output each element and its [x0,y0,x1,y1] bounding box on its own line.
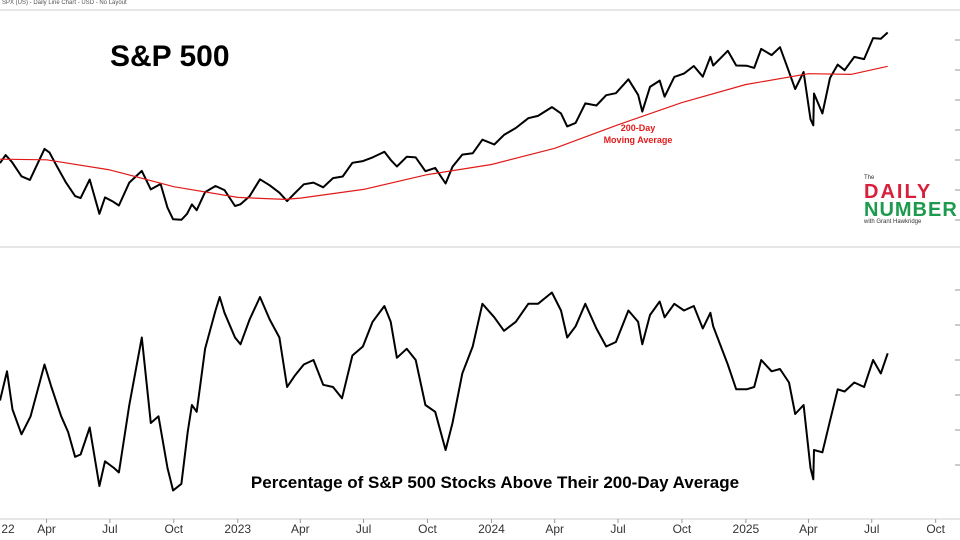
x-tick-label: 2023 [224,522,251,536]
annotation-line-1: 200-Day [620,123,656,133]
x-tick-label: Jul [864,522,879,536]
breadth-chart [0,291,889,492]
breadth-chart-title: Percentage of S&P 500 Stocks Above Their… [250,473,740,492]
x-tick-label: Apr [37,522,56,536]
price-line [0,31,889,221]
x-tick-label: Apr [291,522,310,536]
moving-average-line [0,65,888,200]
daily-number-logo: The DAILY NUMBER with Grant Hawkridge [862,173,960,233]
logo-daily-text: DAILY [864,181,933,203]
price-chart [0,31,889,221]
logo-the-text: The [864,175,875,181]
moving-average-annotation: 200-Day Moving Average [598,122,678,146]
logo-with-text: with Grant Hawkridge [864,219,922,225]
x-tick-label: Oct [164,522,183,536]
x-tick-label: Oct [926,522,945,536]
x-axis: 22 Apr Jul Oct 2023 Apr Jul Oct 2024 Apr Jul Oct 202… [1,519,946,536]
price-chart-title: S&P 500 [110,40,230,73]
x-tick-label: Jul [356,522,371,536]
x-tick-label: Jul [102,522,117,536]
x-tick-label: 2025 [733,522,760,536]
x-tick-label: Oct [418,522,437,536]
annotation-line-2: Moving Average [603,135,673,145]
chart-header: SPX (US) - Daily Line Chart - USD - No L… [2,0,127,6]
grid-layer [0,9,960,520]
x-tick-label: Oct [673,522,692,536]
x-tick-label: 22 [1,522,15,536]
x-tick-label: 2024 [478,522,505,536]
x-tick-label: Apr [545,522,564,536]
breadth-line [0,291,889,492]
x-tick-label: Jul [610,522,625,536]
logo-number-text: NUMBER [864,199,958,221]
x-tick-label: Apr [799,522,818,536]
